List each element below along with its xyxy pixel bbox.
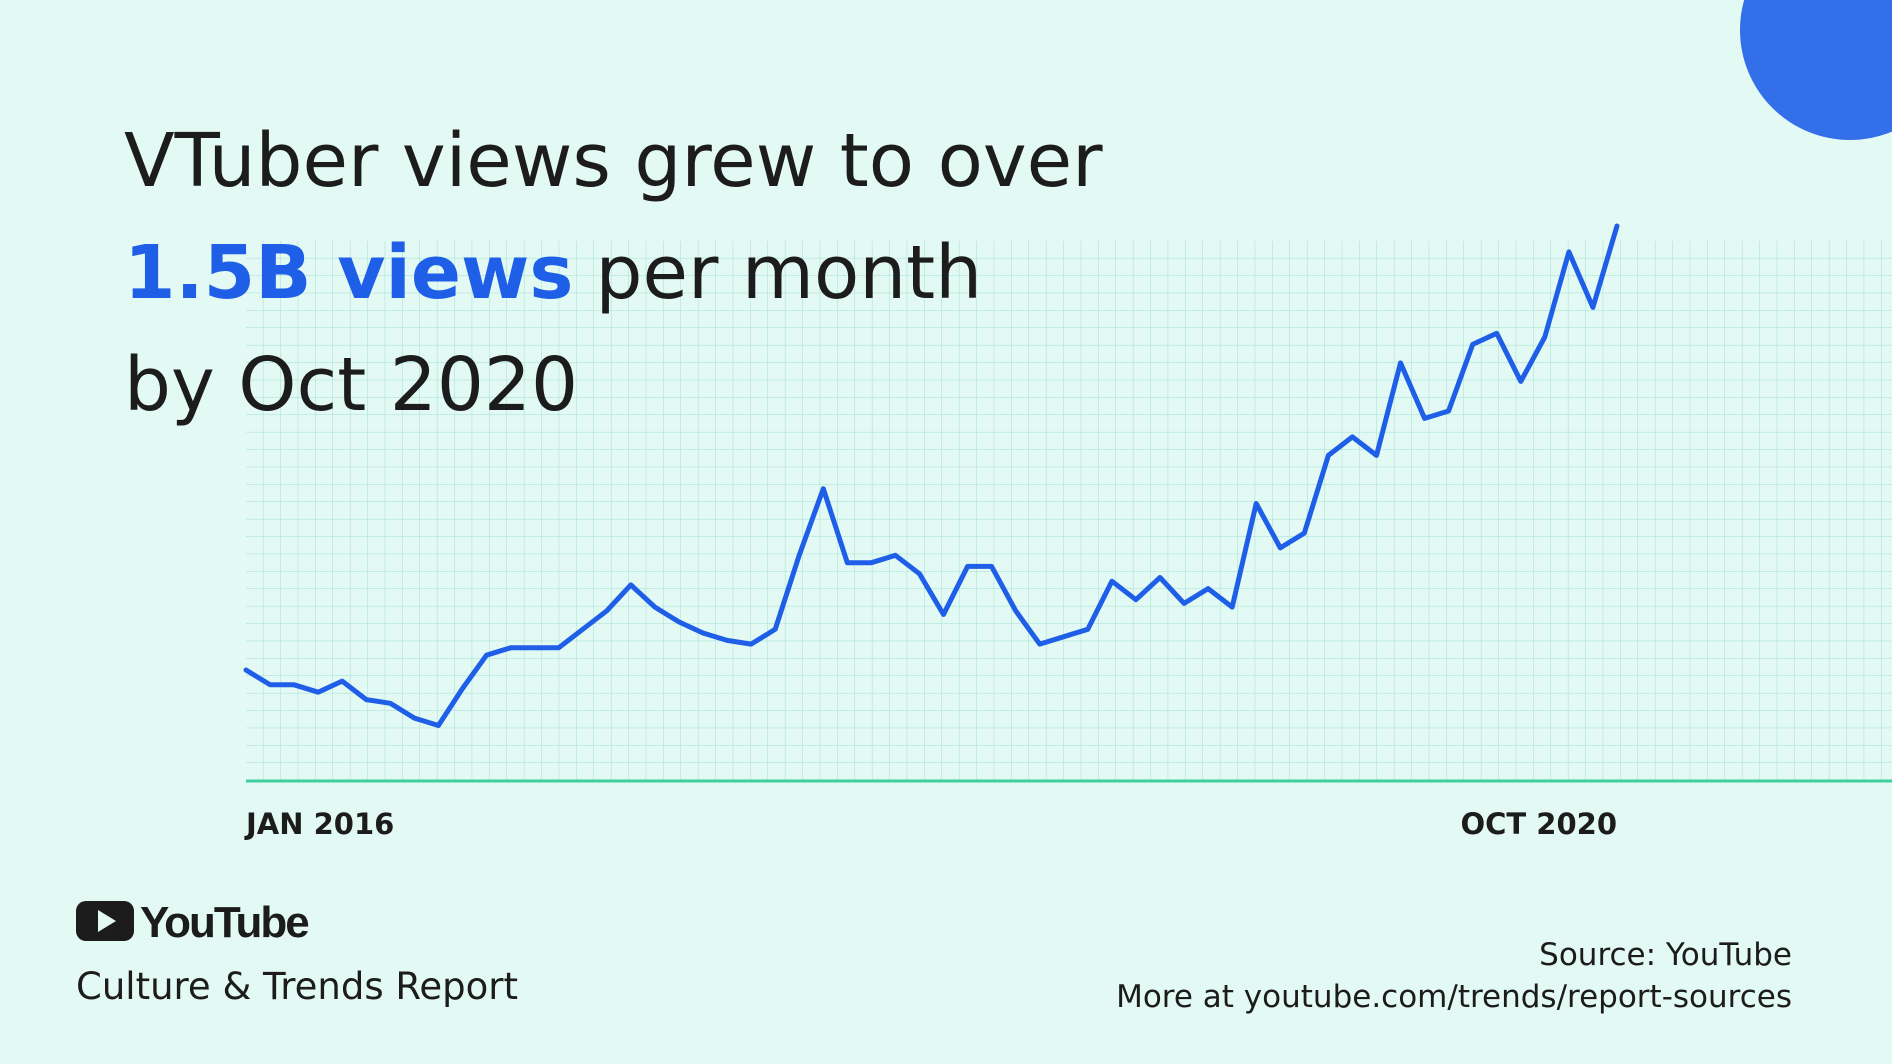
source-link: More at youtube.com/trends/report-source… [1116,979,1792,1015]
source: Source: YouTube [1539,937,1792,973]
grid [246,241,1892,781]
decor-blob [1740,0,1892,140]
line [243,223,1620,728]
title-text: per month [595,230,982,316]
x-tick-label: JAN 2016 [244,807,394,841]
title-line: 1.5B views per month [124,230,982,316]
youtube-logo: YouTube [76,898,310,947]
x-tick-label: OCT 2020 [1460,807,1617,841]
report-name: Culture & Trends Report [76,965,518,1008]
title-highlight: 1.5B views [124,230,573,316]
plot: JAN 2016 OCT 2020 [243,223,1892,841]
logo-play [98,910,116,932]
title-line: by Oct 2020 [124,342,578,428]
title-line: VTuber views grew to over [124,118,1103,204]
logo-text: YouTube [140,898,308,947]
